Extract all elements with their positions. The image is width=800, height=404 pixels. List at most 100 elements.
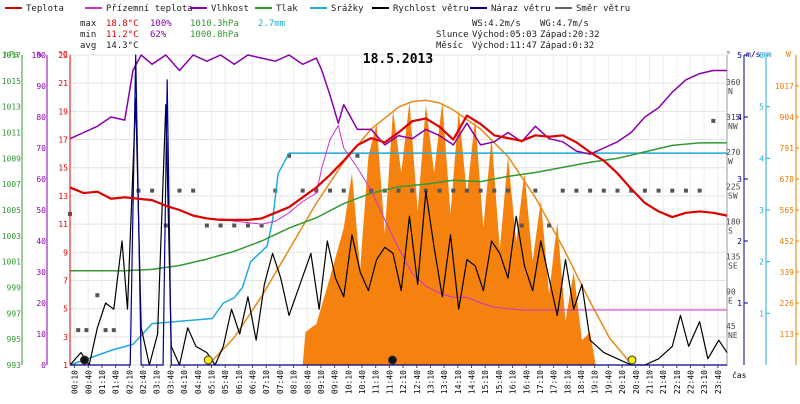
x-tick-label: 06:40 (249, 370, 258, 394)
legend-naraz-vetru: Náraz větru (491, 4, 551, 14)
stat-ws: WS:4.2m/s (472, 19, 521, 29)
chart-title: 18.5.2013 (363, 52, 433, 67)
c-axis-unit: °C (58, 50, 68, 59)
hpa-tick-label: 1007 (2, 180, 21, 189)
series-rychlost-vetru (69, 97, 728, 366)
mm-tick-label: 2 (759, 258, 764, 267)
x-tick-label: 05:40 (221, 370, 230, 394)
series-slunecni-zareni (302, 101, 596, 365)
x-tick-label: 20:10 (618, 370, 627, 394)
wind-direction-point (410, 188, 415, 193)
legend-srazky: Srážky (331, 4, 364, 14)
x-tick-label: 03:40 (166, 370, 175, 394)
dir-tick-compass: NE (728, 331, 738, 340)
wind-direction-point (191, 188, 196, 193)
moonset-marker (80, 355, 90, 365)
w-tick-label: 339 (780, 268, 795, 277)
series-naraz-vetru (70, 54, 727, 366)
series-prizemni-teplota (220, 124, 727, 311)
wind-direction-point (506, 188, 510, 193)
wind-direction-point (273, 188, 278, 193)
x-tick-label: 09:40 (331, 370, 340, 394)
series-slunecni-zareni-max (207, 99, 633, 366)
w-tick-label: 904 (780, 113, 795, 122)
x-tick-label: 00:40 (84, 370, 93, 394)
wind-direction-point (519, 223, 524, 228)
dir-tick-degrees: 225 (726, 183, 741, 192)
mm-tick-label: 1 (759, 309, 764, 318)
c-tick-label: 15 (58, 164, 68, 173)
pct-tick-label: 50 (36, 206, 46, 215)
pct-tick-label: 30 (36, 268, 46, 277)
wind-direction-point (300, 188, 305, 193)
x-tick-label: 01:10 (98, 370, 107, 394)
wind-direction-point (245, 223, 250, 228)
moonrise-marker (387, 355, 397, 365)
x-tick-label: 17:40 (550, 370, 559, 394)
wind-direction-point (451, 188, 456, 193)
pct-tick-label: 80 (36, 113, 46, 122)
mm-tick-label: 4 (759, 154, 764, 163)
x-tick-label: 22:10 (673, 370, 682, 394)
x-tick-label: 03:10 (153, 370, 162, 394)
stats-block: max 18.8°C 100% 1010.3hPa min 11.2°C 62%… (80, 19, 600, 51)
pct-tick-label: 20 (36, 299, 46, 308)
stat-sun-label: Slunce (436, 30, 469, 40)
wind-direction-point (95, 293, 100, 298)
c-tick-label: 5 (63, 305, 68, 314)
wind-direction-point (218, 223, 223, 228)
x-tick-label: 08:40 (303, 370, 312, 394)
hpa-tick-label: 999 (7, 284, 22, 293)
dir-tick-degrees: 270 (726, 148, 741, 157)
c-tick-label: 17 (58, 136, 68, 145)
ms-tick-label: 2 (737, 237, 742, 246)
dir-tick-compass: E (728, 296, 733, 305)
x-tick-label: 01:40 (112, 370, 121, 394)
x-tick-label: 13:10 (426, 370, 435, 394)
hpa-tick-label: 993 (7, 361, 22, 370)
wind-direction-point (560, 188, 565, 193)
wind-direction-point (111, 328, 116, 333)
w-tick-label: 452 (780, 237, 795, 246)
mm-tick-label: 6 (759, 51, 764, 60)
stat-moon-rise: Východ:11:47 (472, 41, 537, 51)
wind-direction-point (437, 188, 442, 193)
x-tick-label: 23:40 (714, 370, 723, 394)
x-tick-label: 19:10 (591, 370, 600, 394)
legend: Teplota Přízemní teplota Vlhkost Tlak Sr… (5, 4, 630, 14)
dir-tick-compass: N (728, 87, 733, 96)
wind-direction-point (341, 188, 346, 193)
x-tick-label: 10:10 (344, 370, 353, 394)
wind-direction-point (177, 188, 182, 193)
wind-direction-point (76, 328, 81, 333)
wind-direction-point (204, 223, 209, 228)
wind-direction-point (478, 188, 483, 193)
c-tick-label: 7 (63, 276, 68, 285)
x-tick-label: 10:40 (358, 370, 367, 394)
x-tick-label: 09:10 (317, 370, 326, 394)
x-tick-label: 02:10 (125, 370, 134, 394)
dir-tick-compass: NW (728, 122, 738, 131)
wind-direction-point (314, 188, 319, 193)
wind-direction-point (163, 223, 168, 228)
wind-direction-point (574, 188, 579, 193)
x-tick-label: 11:40 (385, 370, 394, 394)
ms-tick-label: 3 (737, 175, 742, 184)
hpa-tick-label: 995 (7, 335, 22, 344)
hpa-tick-label: 1003 (2, 232, 21, 241)
wind-direction-point (423, 188, 428, 193)
x-tick-label: 07:10 (262, 370, 271, 394)
legend-prizemni-teplota: Přízemní teplota (106, 4, 193, 14)
hpa-tick-label: 1013 (2, 103, 21, 112)
x-tick-label: 19:40 (604, 370, 613, 394)
stat-max-press: 1010.3hPa (190, 19, 239, 29)
x-tick-label: 02:40 (139, 370, 148, 394)
c-tick-label: 1 (63, 361, 68, 370)
sunrise-marker (203, 355, 213, 365)
stat-avg-temp: 14.3°C (106, 41, 139, 51)
legend-rychlost-vetru: Rychlost větru (393, 4, 469, 14)
wind-direction-point (670, 188, 675, 193)
ms-tick-label: 4 (737, 113, 742, 122)
w-tick-label: 226 (780, 299, 795, 308)
